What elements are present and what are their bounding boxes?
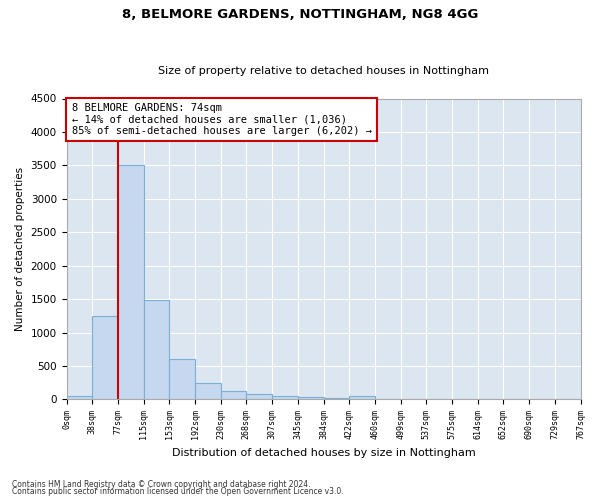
Bar	[169, 360, 195, 400]
Bar	[195, 384, 221, 400]
Bar	[92, 316, 118, 400]
Text: Contains public sector information licensed under the Open Government Licence v3: Contains public sector information licen…	[12, 487, 344, 496]
Bar	[246, 394, 272, 400]
X-axis label: Distribution of detached houses by size in Nottingham: Distribution of detached houses by size …	[172, 448, 475, 458]
Bar	[118, 166, 143, 400]
Bar	[67, 396, 92, 400]
Bar	[349, 396, 375, 400]
Text: 8, BELMORE GARDENS, NOTTINGHAM, NG8 4GG: 8, BELMORE GARDENS, NOTTINGHAM, NG8 4GG	[122, 8, 478, 20]
Text: Contains HM Land Registry data © Crown copyright and database right 2024.: Contains HM Land Registry data © Crown c…	[12, 480, 311, 489]
Bar	[298, 397, 324, 400]
Y-axis label: Number of detached properties: Number of detached properties	[15, 167, 25, 331]
Bar	[324, 398, 349, 400]
Bar	[143, 300, 169, 400]
Title: Size of property relative to detached houses in Nottingham: Size of property relative to detached ho…	[158, 66, 489, 76]
Bar	[272, 396, 298, 400]
Text: 8 BELMORE GARDENS: 74sqm
← 14% of detached houses are smaller (1,036)
85% of sem: 8 BELMORE GARDENS: 74sqm ← 14% of detach…	[71, 103, 371, 136]
Bar	[221, 391, 246, 400]
